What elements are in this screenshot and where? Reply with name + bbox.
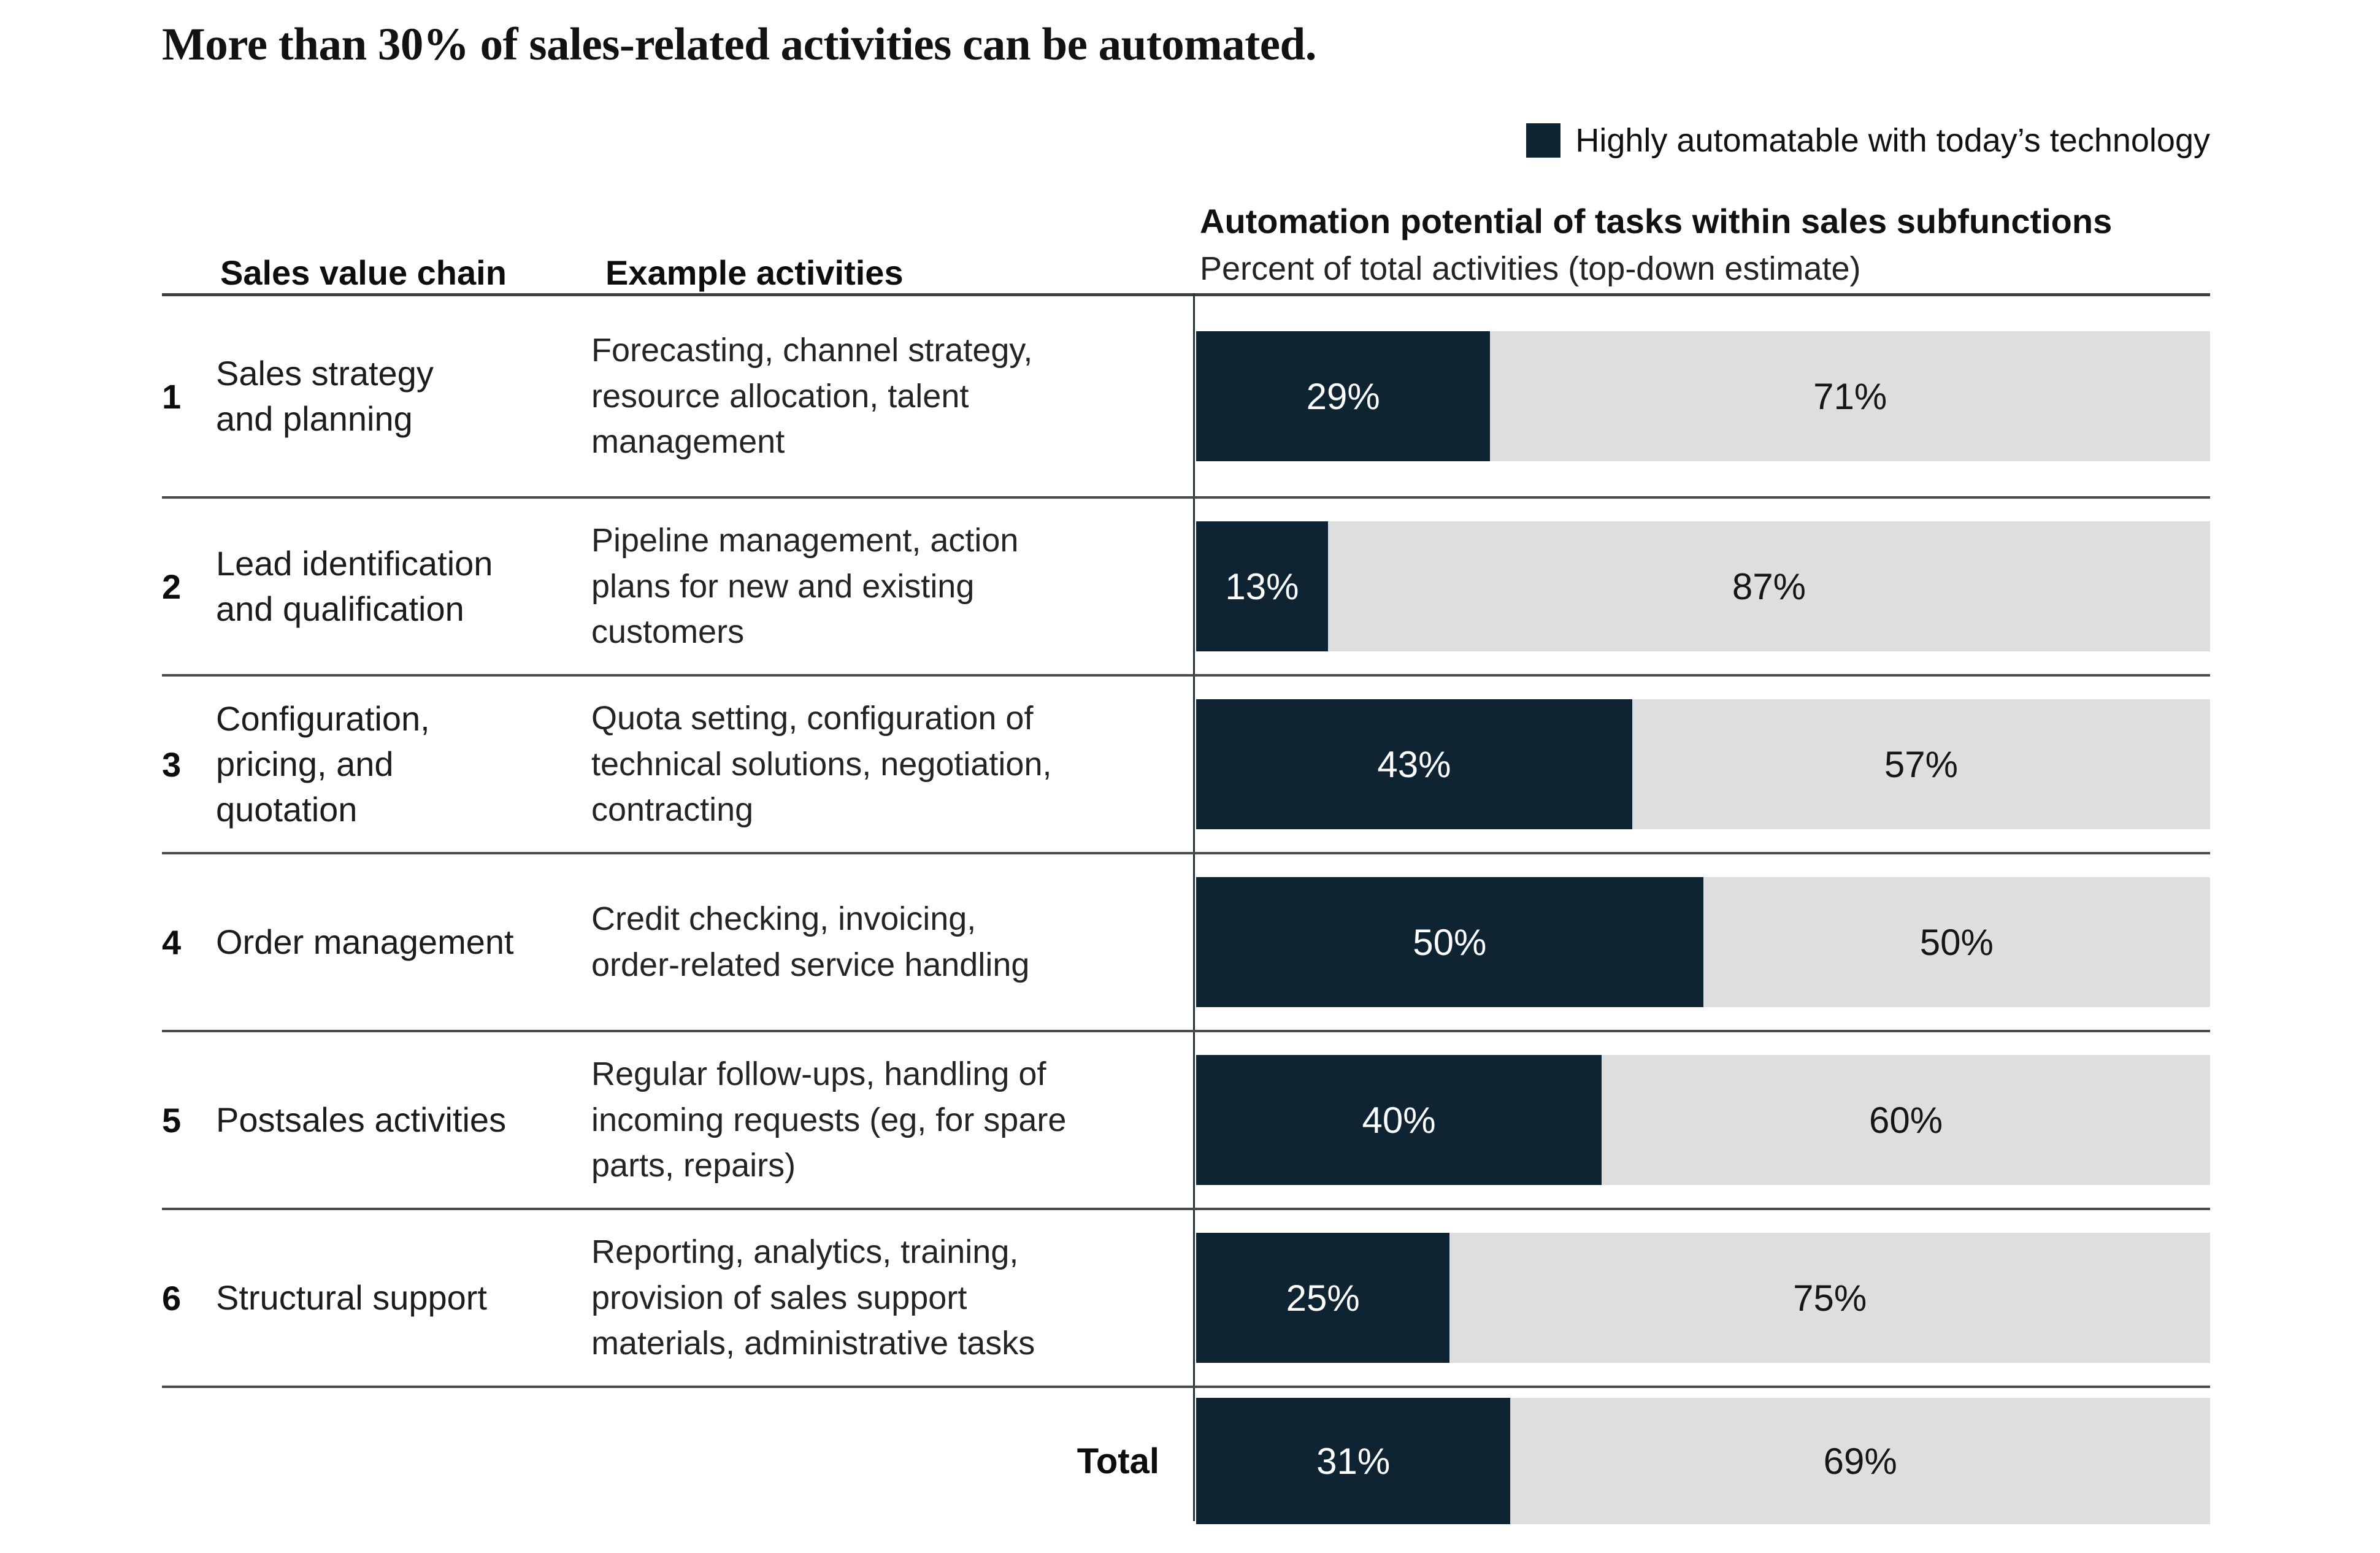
stacked-bar: 25% 75% xyxy=(1196,1233,2210,1363)
row-activities: Pipeline management, action plans for ne… xyxy=(591,522,1019,651)
bar-value-automatable: 31% xyxy=(1316,1440,1391,1482)
page-title: More than 30% of sales-related activitie… xyxy=(162,19,1317,70)
row-label: Sales strategy and planning xyxy=(216,354,434,438)
bar-segment-automatable: 43% xyxy=(1196,699,1632,829)
legend-label: Highly automatable with today’s technolo… xyxy=(1575,122,2210,159)
stacked-bar: 40% 60% xyxy=(1196,1055,2210,1185)
row-activities: Reporting, analytics, training, provisio… xyxy=(591,1233,1035,1362)
bar-value-remainder: 60% xyxy=(1869,1099,1943,1141)
chart-rows: 1 Sales strategy and planning Forecastin… xyxy=(162,296,2210,1524)
bar-baseline-axis xyxy=(1193,293,1195,1521)
row-label: Order management xyxy=(216,922,514,962)
row-label: Structural support xyxy=(216,1278,487,1317)
row-activities: Forecasting, channel strategy, resource … xyxy=(591,332,1033,461)
bar-segment-remainder: 69% xyxy=(1510,1398,2210,1524)
row-number: 4 xyxy=(162,922,182,962)
table-row: 6 Structural support Reporting, analytic… xyxy=(162,1210,2210,1388)
bar-value-remainder: 71% xyxy=(1813,375,1887,417)
bar-segment-remainder: 57% xyxy=(1632,699,2210,829)
stacked-bar: 43% 57% xyxy=(1196,699,2210,829)
stacked-bar: 50% 50% xyxy=(1196,877,2210,1007)
header-rule xyxy=(162,293,2210,296)
bar-segment-remainder: 50% xyxy=(1703,877,2210,1007)
table-row: 5 Postsales activities Regular follow-up… xyxy=(162,1032,2210,1210)
bar-value-automatable: 50% xyxy=(1413,921,1487,963)
bar-segment-remainder: 75% xyxy=(1449,1233,2210,1363)
bar-value-remainder: 69% xyxy=(1823,1440,1897,1482)
row-number: 6 xyxy=(162,1278,182,1317)
stacked-bar-total: 31% 69% xyxy=(1196,1398,2210,1524)
row-number: 3 xyxy=(162,745,182,784)
chart-subtitle-block: Automation potential of tasks within sal… xyxy=(1200,201,2112,288)
total-row: Total 31% 69% xyxy=(162,1398,2210,1524)
total-label: Total xyxy=(1077,1441,1159,1481)
column-header-sales-value-chain: Sales value chain xyxy=(220,253,507,292)
bar-value-automatable: 29% xyxy=(1306,375,1380,417)
bar-value-automatable: 40% xyxy=(1362,1099,1436,1141)
bar-segment-automatable: 50% xyxy=(1196,877,1703,1007)
row-label: Configuration, pricing, and quotation xyxy=(216,699,430,829)
row-number: 2 xyxy=(162,567,182,606)
bar-value-remainder: 87% xyxy=(1732,566,1806,607)
bar-value-remainder: 57% xyxy=(1884,743,1958,785)
table-row: 3 Configuration, pricing, and quotation … xyxy=(162,677,2210,854)
chart-subtitle-units: Percent of total activities (top-down es… xyxy=(1200,250,1861,287)
bar-value-automatable: 43% xyxy=(1377,743,1451,785)
bar-value-automatable: 13% xyxy=(1225,566,1299,607)
bar-value-automatable: 25% xyxy=(1286,1277,1360,1319)
stacked-bar: 29% 71% xyxy=(1196,331,2210,461)
row-activities: Quota setting, configuration of technica… xyxy=(591,700,1052,829)
legend: Highly automatable with today’s technolo… xyxy=(1526,121,2210,159)
bar-segment-automatable: 13% xyxy=(1196,521,1328,651)
table-row: 2 Lead identification and qualification … xyxy=(162,499,2210,677)
row-number: 1 xyxy=(162,377,182,416)
bar-segment-automatable: 25% xyxy=(1196,1233,1450,1363)
bar-segment-automatable: 31% xyxy=(1196,1398,1511,1524)
chart-subtitle-bold: Automation potential of tasks within sal… xyxy=(1200,202,2113,240)
table-row: 1 Sales strategy and planning Forecastin… xyxy=(162,296,2210,499)
bar-segment-remainder: 71% xyxy=(1490,331,2210,461)
row-activities: Credit checking, invoicing, order-relate… xyxy=(591,900,1030,983)
row-activities: Regular follow-ups, handling of incoming… xyxy=(591,1056,1067,1184)
bar-value-remainder: 50% xyxy=(1919,921,1994,963)
table-row: 4 Order management Credit checking, invo… xyxy=(162,854,2210,1032)
row-label: Postsales activities xyxy=(216,1100,507,1140)
bar-value-remainder: 75% xyxy=(1793,1277,1867,1319)
bar-segment-automatable: 40% xyxy=(1196,1055,1602,1185)
row-label: Lead identification and qualification xyxy=(216,544,493,628)
legend-swatch-icon xyxy=(1526,123,1561,158)
row-number: 5 xyxy=(162,1100,182,1140)
bar-segment-automatable: 29% xyxy=(1196,331,1491,461)
bar-segment-remainder: 87% xyxy=(1327,521,2210,651)
stacked-bar: 13% 87% xyxy=(1196,521,2210,651)
column-header-example-activities: Example activities xyxy=(605,253,904,292)
bar-segment-remainder: 60% xyxy=(1602,1055,2210,1185)
